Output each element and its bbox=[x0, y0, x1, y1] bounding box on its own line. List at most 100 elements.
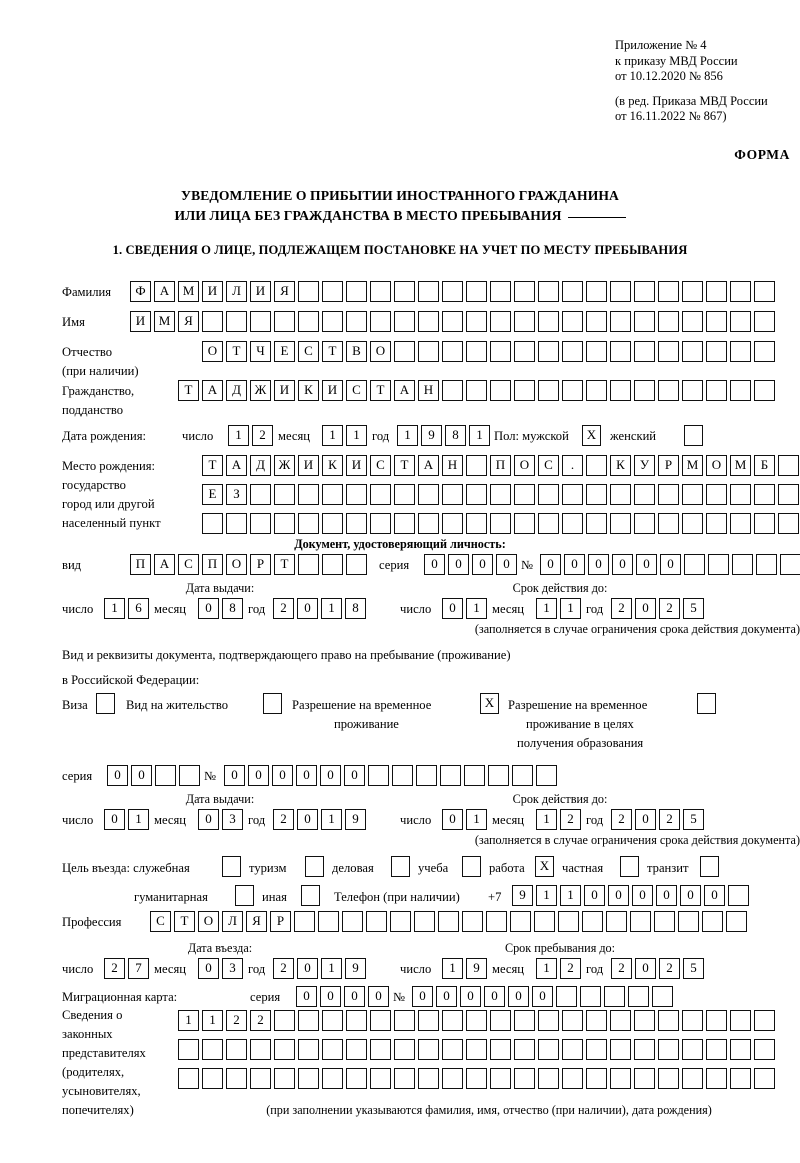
permit-series-cells-2[interactable]: 0 bbox=[131, 765, 152, 786]
profession-cells-16[interactable] bbox=[510, 911, 531, 932]
firstname-cells-18[interactable] bbox=[538, 311, 559, 332]
birthplace-cells-row2-19[interactable] bbox=[634, 484, 655, 505]
birthplace-cells-row1-10[interactable]: А bbox=[418, 455, 439, 476]
permit-issue-year-cells-2[interactable]: 0 bbox=[297, 809, 318, 830]
migration-series-cells-4[interactable]: 0 bbox=[368, 986, 389, 1007]
permit-series-cells-4[interactable] bbox=[179, 765, 200, 786]
citizenship-cells-6[interactable]: К bbox=[298, 380, 319, 401]
doc-series-cells-4[interactable]: 0 bbox=[496, 554, 517, 575]
birthplace-cells-row3-5[interactable] bbox=[298, 513, 319, 534]
legal-rep-cells-row2[interactable] bbox=[178, 1039, 778, 1060]
birthplace-cells-row3-19[interactable] bbox=[634, 513, 655, 534]
citizenship-cells-8[interactable]: С bbox=[346, 380, 367, 401]
birth-month-cells-2[interactable]: 1 bbox=[346, 425, 367, 446]
doc-number-cells-2[interactable]: 0 bbox=[564, 554, 585, 575]
permit-series-cells-1[interactable]: 0 bbox=[107, 765, 128, 786]
birthplace-cells-row2-15[interactable] bbox=[538, 484, 559, 505]
birthplace-cells-row1-16[interactable]: . bbox=[562, 455, 583, 476]
firstname-cells-7[interactable] bbox=[274, 311, 295, 332]
birthplace-cells-row1-3[interactable]: Д bbox=[250, 455, 271, 476]
permit-number-cells-4[interactable]: 0 bbox=[296, 765, 317, 786]
legal-rep-cells-row3-11[interactable] bbox=[418, 1068, 439, 1089]
birthplace-cells-row3-1[interactable] bbox=[202, 513, 223, 534]
profession-cells-18[interactable] bbox=[558, 911, 579, 932]
legal-rep-cells-row3-7[interactable] bbox=[322, 1068, 343, 1089]
legal-rep-cells-row2-12[interactable] bbox=[442, 1039, 463, 1060]
birthplace-cells-row1-17[interactable] bbox=[586, 455, 607, 476]
citizenship-cells-3[interactable]: Д bbox=[226, 380, 247, 401]
doc-kind-cells-7[interactable]: Т bbox=[274, 554, 295, 575]
birth-year-cells-1[interactable]: 1 bbox=[397, 425, 418, 446]
legal-rep-cells-row2-6[interactable] bbox=[298, 1039, 319, 1060]
doc-issue-year-cells-2[interactable]: 0 bbox=[297, 598, 318, 619]
permit-issue-month-cells-2[interactable]: 3 bbox=[222, 809, 243, 830]
profession-cells-6[interactable]: Р bbox=[270, 911, 291, 932]
surname-cells-5[interactable]: Л bbox=[226, 281, 247, 302]
doc-issue-month-cells-1[interactable]: 0 bbox=[198, 598, 219, 619]
patronymic-cells-3[interactable]: Ч bbox=[250, 341, 271, 362]
stay-month-cells-2[interactable]: 2 bbox=[560, 958, 581, 979]
surname-cells-2[interactable]: А bbox=[154, 281, 175, 302]
surname-cells-12[interactable] bbox=[394, 281, 415, 302]
legal-rep-cells-row1-7[interactable] bbox=[322, 1010, 343, 1031]
firstname-cells-10[interactable] bbox=[346, 311, 367, 332]
migration-number-cells-5[interactable]: 0 bbox=[508, 986, 529, 1007]
legal-rep-cells-row3-5[interactable] bbox=[274, 1068, 295, 1089]
citizenship-cells-7[interactable]: И bbox=[322, 380, 343, 401]
permit-number-cells-12[interactable] bbox=[488, 765, 509, 786]
birthplace-cells-row3-14[interactable] bbox=[514, 513, 535, 534]
legal-rep-cells-row3-17[interactable] bbox=[562, 1068, 583, 1089]
legal-rep-cells-row1-5[interactable] bbox=[274, 1010, 295, 1031]
birthplace-cells-row3-22[interactable] bbox=[706, 513, 727, 534]
firstname-cells-16[interactable] bbox=[490, 311, 511, 332]
patronymic-cells-6[interactable]: Т bbox=[322, 341, 343, 362]
birthplace-cells-row3-7[interactable] bbox=[346, 513, 367, 534]
legal-rep-cells-row3-24[interactable] bbox=[730, 1068, 751, 1089]
firstname-cells-3[interactable]: Я bbox=[178, 311, 199, 332]
birthplace-cells-row2-24[interactable] bbox=[754, 484, 775, 505]
surname-cells-8[interactable] bbox=[298, 281, 319, 302]
patronymic-cells-9[interactable] bbox=[394, 341, 415, 362]
surname-cells-9[interactable] bbox=[322, 281, 343, 302]
surname-cells-22[interactable] bbox=[634, 281, 655, 302]
purpose-other-checkbox[interactable] bbox=[301, 885, 320, 906]
legal-rep-cells-row1-14[interactable] bbox=[490, 1010, 511, 1031]
permit-number-cells-11[interactable] bbox=[464, 765, 485, 786]
legal-rep-cells-row2-1[interactable] bbox=[178, 1039, 199, 1060]
birthplace-cells-row2-16[interactable] bbox=[562, 484, 583, 505]
surname-cells-13[interactable] bbox=[418, 281, 439, 302]
migration-number-cells-11[interactable] bbox=[652, 986, 673, 1007]
permit-number-cells-9[interactable] bbox=[416, 765, 437, 786]
migration-number-cells-4[interactable]: 0 bbox=[484, 986, 505, 1007]
birth-month-cells-1[interactable]: 1 bbox=[322, 425, 343, 446]
permit-valid-day-cells-2[interactable]: 1 bbox=[466, 809, 487, 830]
birthplace-cells-row2-22[interactable] bbox=[706, 484, 727, 505]
birthplace-cells-row2-10[interactable] bbox=[418, 484, 439, 505]
patronymic-cells-1[interactable]: О bbox=[202, 341, 223, 362]
birthplace-cells-row2-18[interactable] bbox=[610, 484, 631, 505]
legal-rep-cells-row2-22[interactable] bbox=[682, 1039, 703, 1060]
firstname-cells-9[interactable] bbox=[322, 311, 343, 332]
patronymic-cells-15[interactable] bbox=[538, 341, 559, 362]
migration-number-cells-7[interactable] bbox=[556, 986, 577, 1007]
birth-year-cells-2[interactable]: 9 bbox=[421, 425, 442, 446]
birthplace-cells-row1-9[interactable]: Т bbox=[394, 455, 415, 476]
purpose-official-checkbox[interactable] bbox=[222, 856, 241, 877]
phone-cells-6[interactable]: 0 bbox=[632, 885, 653, 906]
surname-cells-10[interactable] bbox=[346, 281, 367, 302]
birthplace-cells-row1-5[interactable]: И bbox=[298, 455, 319, 476]
firstname-cells-1[interactable]: И bbox=[130, 311, 151, 332]
legal-rep-cells-row1-17[interactable] bbox=[562, 1010, 583, 1031]
purpose-transit-checkbox[interactable] bbox=[700, 856, 719, 877]
doc-kind-cells-5[interactable]: О bbox=[226, 554, 247, 575]
legal-rep-cells-row2-15[interactable] bbox=[514, 1039, 535, 1060]
